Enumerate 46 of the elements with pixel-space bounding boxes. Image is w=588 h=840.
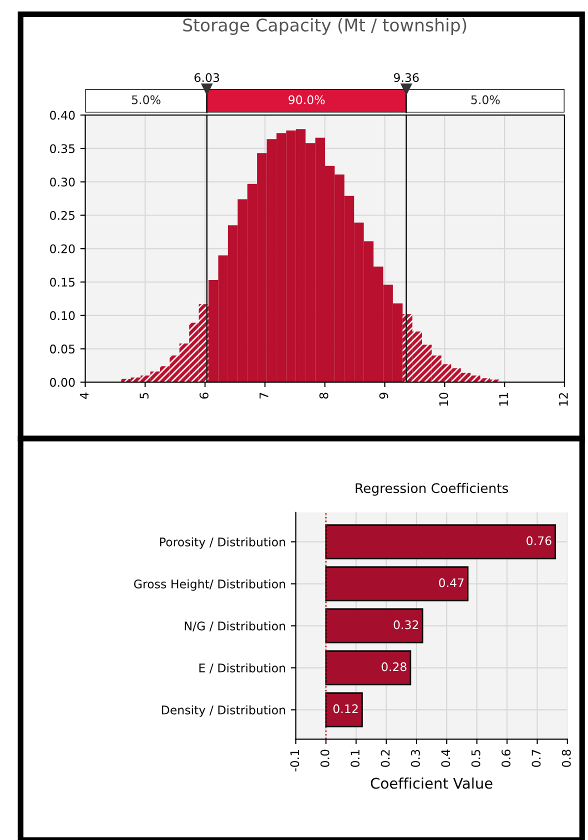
y-tick-label: 0.25 <box>50 210 75 220</box>
x-tick-label: 9 <box>379 392 388 399</box>
x-tick-label: 10 <box>439 392 448 406</box>
x-tick-label: 12 <box>558 393 568 406</box>
y-tick-label: 0.35 <box>50 144 75 154</box>
data-label: 0.47 <box>439 578 464 588</box>
data-label: 0.28 <box>382 662 406 672</box>
x-tick-label: 0.4 <box>441 750 450 767</box>
text: 5.0% <box>471 95 500 104</box>
x-tick-label: 5 <box>140 392 149 399</box>
y-tick-label: Porosity / Distribution <box>160 537 286 549</box>
chart-title: Regression Coefficients <box>356 482 508 496</box>
x-tick-label: -0.1 <box>290 750 300 772</box>
x-tick-label: 0.7 <box>532 750 541 767</box>
y-tick-label: 0.05 <box>50 344 75 354</box>
data-label: 0.76 <box>526 536 552 546</box>
text: 90.0% <box>288 95 325 104</box>
ref-line-label: 6.03 <box>194 73 220 82</box>
y-tick-label: N/G / Distribution <box>184 621 286 632</box>
y-tick-label: 0.30 <box>50 178 75 187</box>
chart-title: Storage Capacity (Mt / township) <box>183 18 466 35</box>
y-tick-label: Density / Distribution <box>162 705 286 717</box>
data-label: 0.32 <box>394 620 418 630</box>
x-tick-label: 0.3 <box>410 750 420 767</box>
y-tick-label: Gross Height/ Distribution <box>134 579 286 591</box>
y-tick-label: E / Distribution <box>199 663 286 674</box>
x-axis-title: Coefficient Value <box>370 778 492 789</box>
y-tick-label: 0.10 <box>50 311 75 320</box>
y-tick-label: 0.40 <box>50 110 75 120</box>
x-tick-label: 0.2 <box>380 750 390 767</box>
x-tick-label: 4 <box>80 392 89 399</box>
x-tick-label: 8 <box>319 392 328 399</box>
x-tick-label: 6 <box>200 392 208 399</box>
x-tick-label: 0.5 <box>471 750 480 767</box>
data-label: 0.12 <box>333 704 358 714</box>
y-tick-label: 0.20 <box>50 244 75 254</box>
ref-line-label: 9.36 <box>394 73 419 82</box>
x-tick-label: 7 <box>260 392 268 398</box>
y-tick-label: 0.00 <box>50 378 75 387</box>
x-tick-label: 0.8 <box>562 750 571 767</box>
x-tick-label: 0.6 <box>502 750 510 767</box>
x-tick-label: 0.0 <box>320 750 330 767</box>
x-tick-label: 11 <box>499 393 508 406</box>
y-tick-label: 0.15 <box>50 278 75 287</box>
text: 5.0% <box>132 95 160 104</box>
x-tick-label: 0.1 <box>350 750 360 767</box>
